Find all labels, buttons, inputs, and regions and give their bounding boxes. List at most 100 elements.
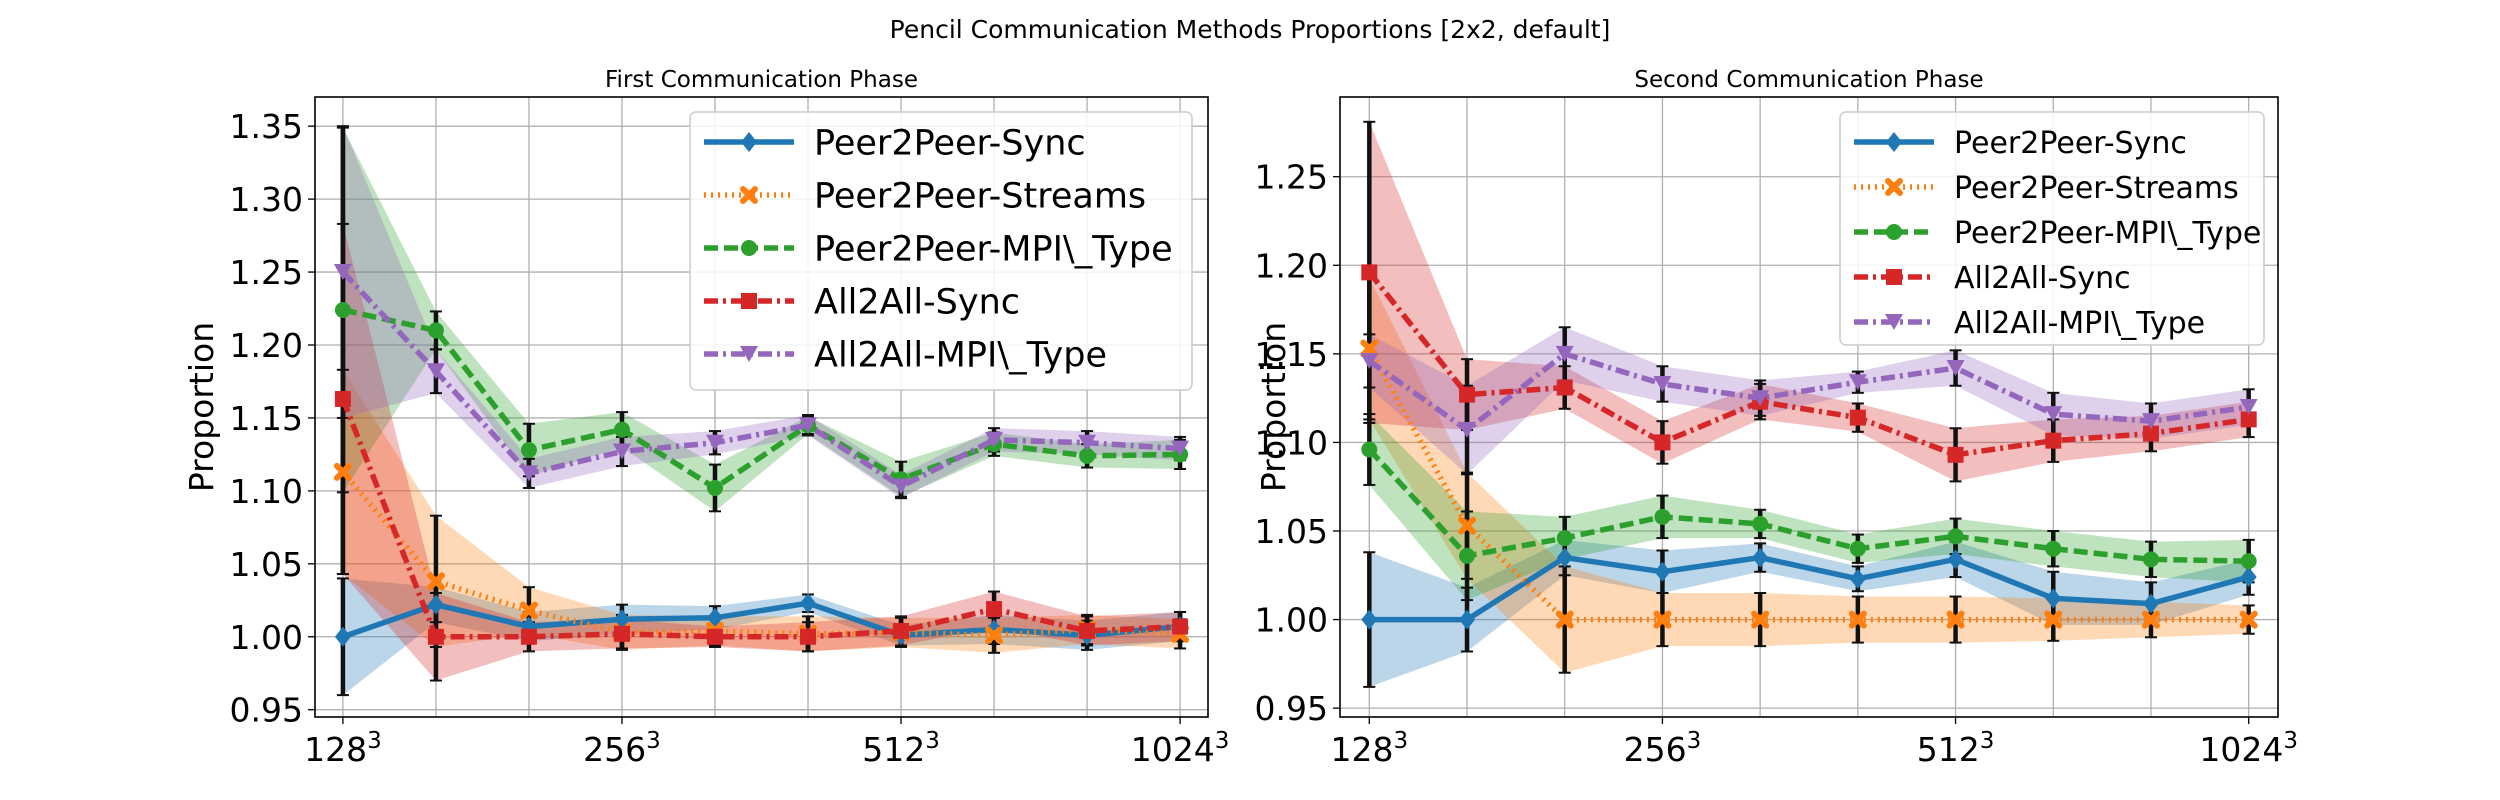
data-point [1458, 516, 1477, 535]
data-point [705, 434, 724, 451]
data-point [1079, 447, 1096, 464]
data-point [1849, 568, 1866, 589]
data-point [2045, 588, 2062, 609]
series-peer2peer-mpi-type [1361, 441, 2257, 570]
legend-label: All2All-Sync [1954, 261, 2131, 296]
data-point [1849, 540, 1866, 557]
y-tick-label: 1.10 [1255, 423, 1328, 462]
all2all-mpi-type-line [340, 270, 1181, 490]
legend-label: Peer2Peer-Streams [1954, 171, 2239, 206]
series-peer2peer-sync [1361, 547, 2257, 630]
data-point [1459, 547, 1476, 564]
data-point [1654, 508, 1671, 525]
all2all-sync-line [1367, 270, 2250, 458]
peer2peer-sync-line [1369, 554, 2250, 623]
chart-title: First Communication Phase [605, 67, 918, 93]
legend-marker [740, 186, 758, 204]
legend-marker [1885, 178, 1903, 196]
y-tick-label: 1.05 [230, 545, 303, 584]
peer2peer-mpi-type-line [342, 307, 1181, 492]
data-point [2141, 413, 2160, 430]
legend-marker [1886, 269, 1902, 285]
y-tick-label: 1.00 [1255, 601, 1328, 640]
data-point [612, 443, 631, 460]
x-tick-label: 2563 [1624, 728, 1702, 769]
legend-marker [741, 132, 757, 152]
chart-title: Second Communication Phase [1634, 67, 1983, 93]
data-point [1848, 374, 1867, 391]
data-point [1079, 622, 1096, 639]
data-point [613, 625, 630, 642]
data-point [1360, 352, 1379, 369]
data-point [426, 363, 445, 380]
data-point [799, 417, 818, 434]
data-point [1555, 345, 1574, 362]
y-axis-label: Proportion [1254, 322, 1293, 492]
y-tick-label: 1.20 [1255, 246, 1328, 285]
legend-marker [741, 293, 757, 309]
plot-frame [314, 96, 1209, 718]
x-tick-label: 1283 [1330, 728, 1408, 769]
data-point [892, 478, 911, 495]
x-tick-label: 10243 [1131, 728, 1230, 769]
data-point [1361, 609, 1378, 630]
data-point [985, 431, 1004, 448]
all2all-mpi-type-line [1367, 350, 2250, 434]
data-point [519, 465, 538, 482]
series-peer2peer-streams [1360, 339, 2258, 629]
all2all-sync-line [340, 397, 1181, 640]
data-point [2044, 406, 2063, 423]
y-tick-label: 1.05 [1255, 512, 1328, 551]
legend-label: All2All-Sync [814, 283, 1020, 323]
data-point [1361, 264, 1378, 281]
peer2peer-sync-band [1369, 539, 2249, 687]
data-point [800, 628, 817, 645]
data-point [1947, 528, 1964, 545]
data-point [1752, 547, 1769, 568]
peer2peer-streams-line [1366, 347, 2249, 623]
data-point [2044, 610, 2063, 629]
all2all-mpi-type-band [1369, 327, 2249, 475]
data-point [985, 626, 1004, 645]
y-tick-label: 1.15 [230, 399, 303, 438]
data-point [519, 601, 538, 620]
data-point [1653, 375, 1672, 392]
data-point [1172, 618, 1189, 635]
data-point [2142, 593, 2159, 614]
data-point [800, 593, 817, 614]
x-tick-label: 1283 [304, 728, 382, 769]
legend-label: Peer2Peer-MPI\_Type [1954, 216, 2261, 251]
all2all-mpi-type-band [342, 126, 1181, 499]
data-point [1947, 446, 1964, 463]
data-point [1360, 339, 1379, 358]
data-point [1171, 440, 1190, 457]
data-point [1946, 360, 1965, 377]
data-point [333, 462, 352, 481]
y-tick-label: 0.95 [1255, 689, 1328, 728]
data-point [1751, 610, 1770, 629]
data-point [427, 594, 444, 615]
legend-marker [741, 240, 757, 256]
y-tick-label: 1.30 [230, 180, 303, 219]
legend-label: Peer2Peer-Streams [814, 177, 1146, 217]
data-point [1654, 434, 1671, 451]
peer2peer-mpi-type-line [1367, 447, 2249, 564]
data-point [334, 390, 351, 407]
series-all2all-mpi-type [333, 264, 1190, 495]
series-all2all-mpi-type [1360, 345, 2258, 439]
legend-label: Peer2Peer-Sync [1954, 126, 2187, 161]
data-point [520, 442, 537, 459]
y-tick-label: 1.15 [1255, 335, 1328, 374]
y-tick-label: 1.35 [230, 107, 303, 146]
data-point [2240, 411, 2257, 428]
legend-marker [1886, 132, 1902, 152]
plot-frame [1339, 96, 2279, 718]
y-tick-label: 0.95 [230, 691, 303, 730]
data-point [1459, 386, 1476, 403]
all2all-sync-band [1369, 121, 2249, 482]
data-point [2045, 432, 2062, 449]
data-point [1361, 441, 1378, 458]
y-tick-label: 1.00 [230, 618, 303, 657]
data-point [2239, 610, 2258, 629]
data-point [2141, 610, 2160, 629]
